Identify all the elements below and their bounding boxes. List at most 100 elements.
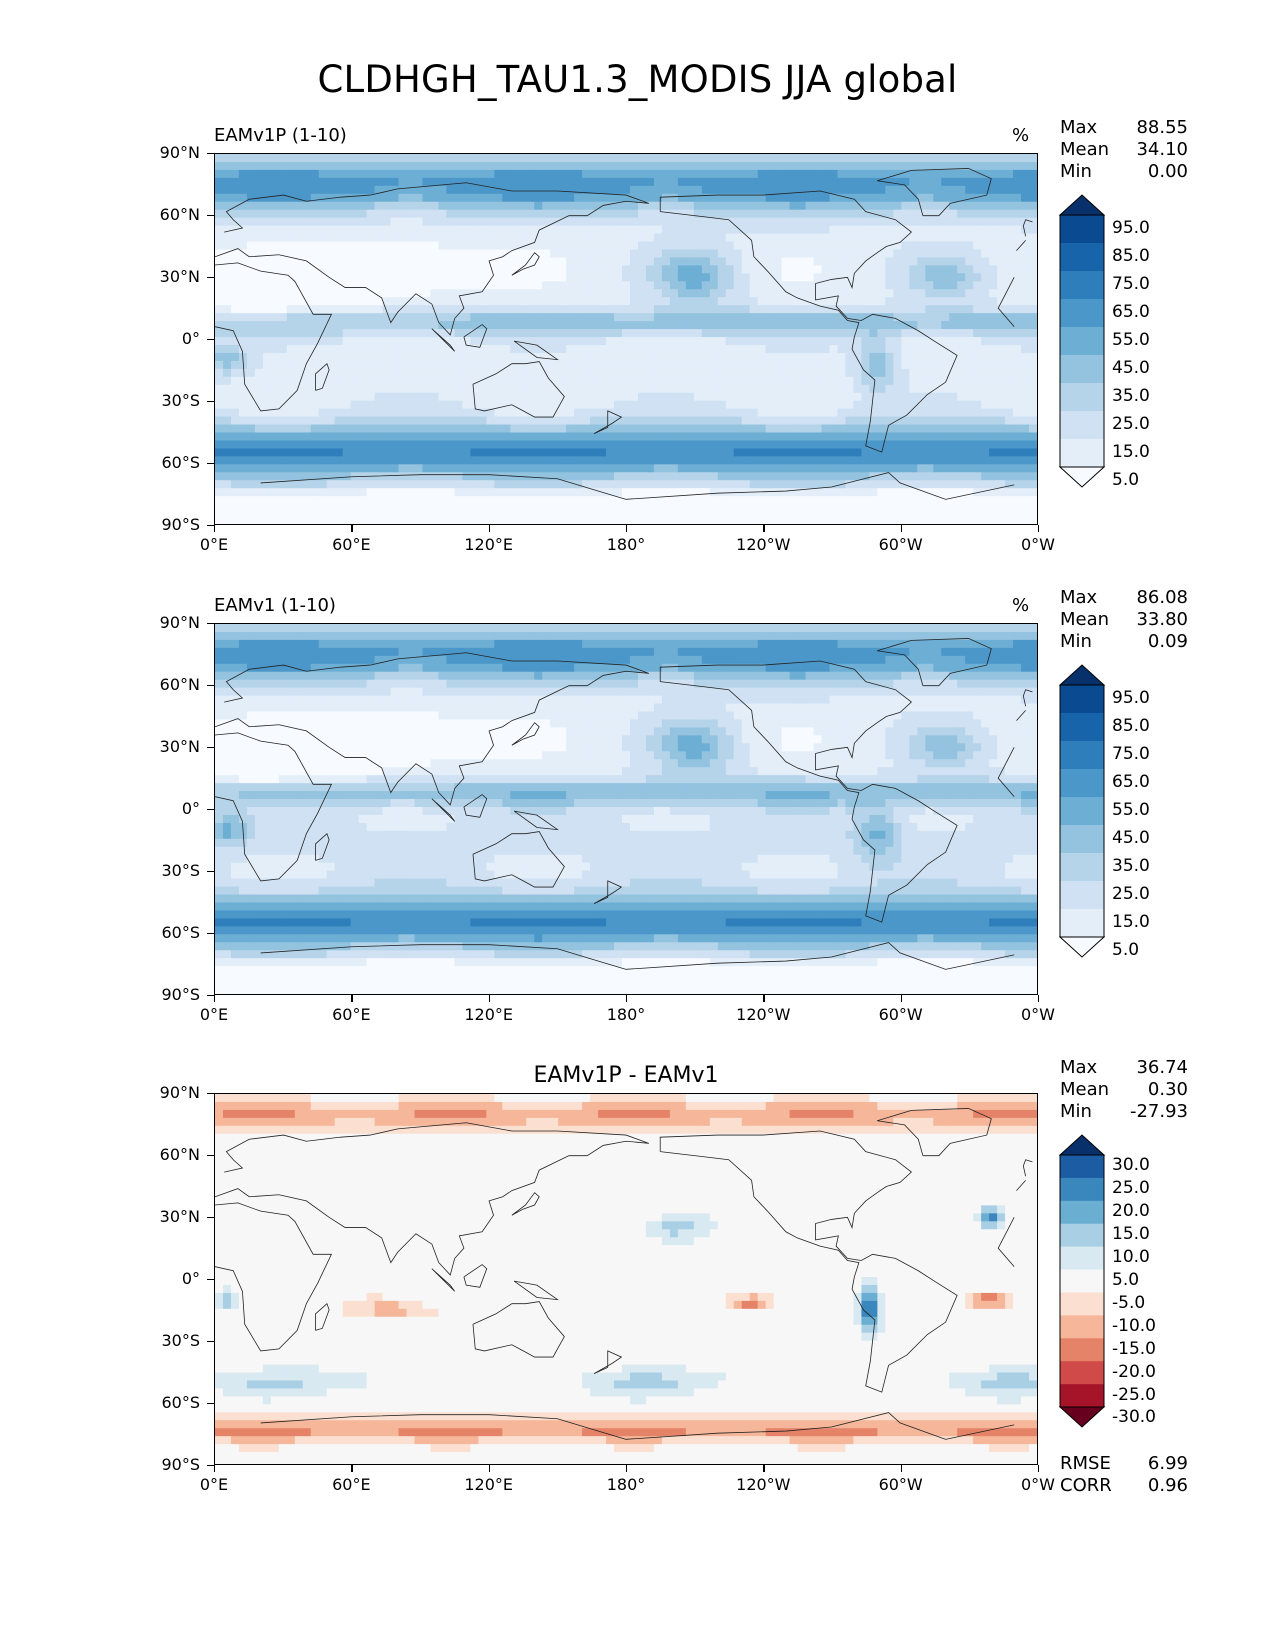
y-tick-label: 60°S (161, 453, 200, 472)
stat-row-min: Min 0.00 (1060, 161, 1188, 183)
y-tick-label: 30°N (159, 267, 200, 286)
y-tick-label: 60°S (161, 1393, 200, 1412)
colorbar-ref (1058, 664, 1106, 958)
x-tick-mark (488, 1465, 490, 1472)
stat-value: 36.74 (1136, 1057, 1188, 1078)
x-tick-mark (214, 995, 216, 1002)
colorbar-tick-label: 35.0 (1112, 856, 1150, 876)
colorbar-tick-label: -30.0 (1112, 1407, 1156, 1428)
stat-row-max: Max 36.74 (1060, 1057, 1188, 1079)
metric-label: CORR (1060, 1475, 1112, 1496)
panel-title-test: EAMv1P (1-10) (214, 125, 347, 146)
map-field (215, 624, 1037, 994)
colorbar-tick-label: -5.0 (1112, 1292, 1146, 1313)
stat-value: 0.09 (1147, 631, 1188, 652)
y-tick-label: 30°S (161, 861, 200, 880)
colorbar-tick-label: 35.0 (1112, 386, 1150, 406)
x-tick-mark (900, 525, 902, 532)
y-tick-mark (207, 871, 214, 873)
y-tick-mark (207, 809, 214, 811)
y-tick-mark (207, 1155, 214, 1157)
y-tick-mark (207, 995, 214, 997)
y-tick-mark (207, 463, 214, 465)
x-tick-label: 0°W (1021, 1475, 1055, 1494)
y-tick-mark (207, 525, 214, 527)
y-tick-label: 30°N (159, 1207, 200, 1226)
y-tick-label: 60°N (159, 675, 200, 694)
x-tick-label: 180° (606, 1005, 646, 1024)
stat-row-max: Max 88.55 (1060, 117, 1188, 139)
colorbar-tick-label: 5.0 (1112, 470, 1140, 490)
x-tick-label: 60°W (878, 1005, 923, 1024)
units-label-test: % (1012, 125, 1030, 146)
metric-value: 0.96 (1147, 1475, 1188, 1496)
stat-label: Min (1060, 631, 1092, 652)
map-ref (214, 623, 1038, 995)
x-tick-label: 0°W (1021, 1005, 1055, 1024)
stat-label: Max (1060, 1057, 1098, 1078)
x-tick-label: 60°W (878, 535, 923, 554)
stat-value: -27.93 (1129, 1101, 1188, 1122)
x-tick-mark (626, 1465, 628, 1472)
colorbar-diff (1058, 1134, 1106, 1428)
x-tick-label: 60°E (332, 1005, 371, 1024)
y-tick-label: 30°N (159, 737, 200, 756)
colorbar-tick-label: 65.0 (1112, 302, 1150, 322)
x-tick-mark (763, 1465, 765, 1472)
y-tick-mark (207, 1217, 214, 1219)
y-tick-mark (207, 277, 214, 279)
colorbar-tick-label: 85.0 (1112, 716, 1150, 736)
y-tick-mark (207, 1279, 214, 1281)
x-tick-label: 120°W (736, 1005, 791, 1024)
stat-value: 0.30 (1147, 1079, 1188, 1100)
x-tick-label: 60°E (332, 1475, 371, 1494)
metric-row-corr: CORR 0.96 (1060, 1475, 1188, 1497)
y-tick-mark (207, 215, 214, 217)
y-tick-mark (207, 623, 214, 625)
y-tick-label: 0° (181, 329, 200, 348)
x-tick-mark (1038, 995, 1040, 1002)
y-tick-mark (207, 153, 214, 155)
x-tick-label: 120°E (464, 535, 513, 554)
colorbar-tick-label: 5.0 (1112, 940, 1140, 960)
colorbar-tick-label: 55.0 (1112, 330, 1150, 350)
x-tick-mark (763, 995, 765, 1002)
metric-label: RMSE (1060, 1453, 1111, 1474)
y-tick-label: 90°N (159, 1083, 200, 1102)
x-tick-mark (214, 525, 216, 532)
x-tick-label: 60°W (878, 1475, 923, 1494)
colorbar-tick-label: 15.0 (1112, 442, 1150, 462)
stat-value: 33.80 (1136, 609, 1188, 630)
panel-title-diff: EAMv1P - EAMv1 (533, 1063, 719, 1088)
colorbar-tick-label: -20.0 (1112, 1361, 1156, 1382)
stat-value: 88.55 (1136, 117, 1188, 138)
y-tick-label: 60°S (161, 923, 200, 942)
stat-label: Max (1060, 117, 1098, 138)
colorbar-tick-label: 95.0 (1112, 218, 1150, 238)
colorbar-tick-label: 25.0 (1112, 414, 1150, 434)
colorbar-tick-label: 25.0 (1112, 884, 1150, 904)
coastlines (215, 1108, 1033, 1440)
y-tick-mark (207, 747, 214, 749)
y-tick-label: 90°S (161, 515, 200, 534)
colorbar-tick-label: 75.0 (1112, 274, 1150, 294)
x-tick-mark (351, 525, 353, 532)
y-tick-mark (207, 1403, 214, 1405)
y-tick-label: 60°N (159, 205, 200, 224)
x-tick-label: 0°E (199, 1475, 229, 1494)
colorbar-tick-label: 45.0 (1112, 358, 1150, 378)
map-test (214, 153, 1038, 525)
map-diff (214, 1093, 1038, 1465)
coastlines (215, 168, 1033, 500)
stat-label: Mean (1060, 609, 1110, 630)
x-tick-label: 120°E (464, 1005, 513, 1024)
colorbar-tick-label: 45.0 (1112, 828, 1150, 848)
stat-label: Min (1060, 1101, 1092, 1122)
colorbar-tick-label: 5.0 (1112, 1270, 1140, 1290)
x-tick-mark (214, 1465, 216, 1472)
colorbar-tick-label: 15.0 (1112, 912, 1150, 932)
colorbar-tick-label: 30.0 (1112, 1155, 1150, 1176)
x-tick-mark (1038, 1465, 1040, 1472)
stats-ref: Max 86.08 Mean 33.80 Min 0.09 (1060, 587, 1188, 653)
y-tick-mark (207, 685, 214, 687)
